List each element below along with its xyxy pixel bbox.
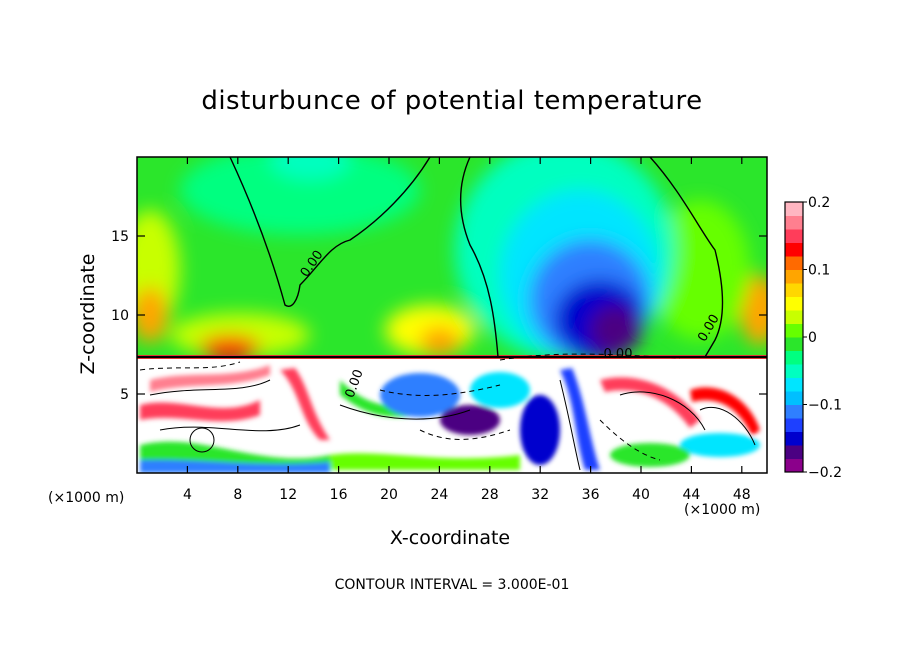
colorbar: −0.2 −0.1 0 0.1 0.2	[784, 195, 842, 481]
colorbar-tick-label: −0.1	[808, 398, 842, 414]
contour-label: 0.00	[604, 347, 633, 362]
x-tick-24: 24	[430, 157, 448, 503]
colorbar-swatch	[785, 458, 803, 473]
x-tick-20: 20	[380, 157, 398, 503]
colorbar-swatch	[785, 323, 803, 338]
x-tick-label: 4	[183, 487, 192, 503]
x-tick-label: 20	[380, 487, 398, 503]
x-tick-4: 4	[183, 157, 192, 503]
x-tick-label: 36	[582, 487, 600, 503]
x-tick-label: 12	[279, 487, 297, 503]
colorbar-swatch	[785, 350, 803, 365]
colorbar-swatch	[785, 377, 803, 392]
x-unit-left: (×1000 m)	[48, 490, 125, 506]
colorbar-swatch	[785, 283, 803, 297]
colorbar-swatch	[785, 229, 803, 243]
x-tick-label: 24	[430, 487, 448, 503]
x-tick-28: 28	[481, 157, 499, 503]
y-axis-label: Z-coordinate	[77, 253, 99, 375]
x-tick-label: 28	[481, 487, 499, 503]
x-tick-48: 48	[733, 157, 751, 503]
contour-interval-note: CONTOUR INTERVAL = 3.000E-01	[334, 577, 570, 593]
y-tick-10: 10	[111, 308, 767, 324]
colorbar-swatch	[785, 337, 803, 351]
x-tick-16: 16	[330, 157, 348, 503]
colorbar-swatch	[785, 431, 803, 446]
x-tick-8: 8	[233, 157, 242, 503]
x-tick-label: 8	[233, 487, 242, 503]
x-tick-40: 40	[632, 157, 650, 503]
colorbar-tick: 0	[803, 330, 817, 346]
colorbar-tick-label: −0.2	[808, 465, 842, 481]
y-tick-label: 15	[111, 229, 129, 245]
colorbar-swatch	[785, 364, 803, 378]
x-unit-right: (×1000 m)	[684, 502, 761, 518]
y-tick-label: 10	[111, 308, 129, 324]
x-tick-label: 44	[682, 487, 700, 503]
colorbar-tick: 0.1	[803, 263, 830, 279]
colorbar-tick-label: 0	[808, 330, 817, 346]
negative-contours	[139, 353, 681, 461]
colorbar-swatch	[785, 202, 803, 216]
x-axis: 4 8 12 16 20 24 28 32 36 40 44 48	[183, 157, 751, 503]
colorbar-swatch	[785, 445, 803, 459]
colorbar-swatch	[785, 215, 803, 230]
y-tick-5: 5	[120, 387, 767, 403]
y-tick-label: 5	[120, 387, 129, 403]
colorbar-swatch	[785, 404, 803, 419]
x-axis-label: X-coordinate	[389, 527, 511, 549]
x-tick-label: 32	[531, 487, 549, 503]
colorbar-tick-label: 0.1	[808, 263, 830, 279]
colorbar-swatch	[785, 256, 803, 270]
x-tick-label: 40	[632, 487, 650, 503]
colorbar-tick: 0.2	[803, 195, 830, 211]
x-tick-44: 44	[682, 157, 700, 503]
y-axis: 5 10 15	[111, 229, 767, 403]
colorbar-swatch	[785, 391, 803, 405]
x-tick-12: 12	[279, 157, 297, 503]
heatmap-field	[137, 157, 767, 473]
colorbar-tick: −0.1	[803, 398, 842, 414]
x-tick-32: 32	[531, 157, 549, 503]
x-tick-label: 16	[330, 487, 348, 503]
colorbar-swatch	[785, 296, 803, 311]
colorbar-tick: −0.2	[803, 465, 842, 481]
chart-title: disturbunce of potential temperature	[201, 86, 703, 116]
x-tick-36: 36	[582, 157, 600, 503]
colorbar-tick-label: 0.2	[808, 195, 830, 211]
colorbar-swatch	[785, 418, 803, 432]
colorbar-swatch	[785, 310, 803, 324]
x-tick-label: 48	[733, 487, 751, 503]
y-tick-15: 15	[111, 229, 767, 245]
colorbar-swatch	[785, 242, 803, 257]
colorbar-swatch	[785, 269, 803, 284]
